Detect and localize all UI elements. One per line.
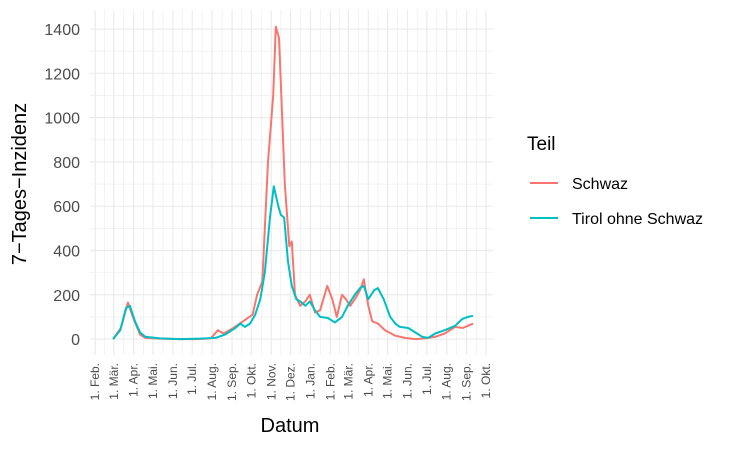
y-tick-label: 1400 (44, 22, 80, 39)
x-tick-label: 1. Jan. (303, 363, 317, 399)
x-axis-title: Datum (261, 415, 320, 437)
x-tick-label: 1. Jun. (401, 363, 415, 399)
legend-label: Tirol ohne Schwaz (572, 211, 703, 228)
x-tick-label: 1. Aug. (205, 363, 219, 400)
x-tick-label: 1. Aug. (440, 363, 454, 400)
x-tick-label: 1. Jun. (166, 363, 180, 399)
x-tick-label: 1. Sep. (225, 363, 239, 401)
x-tick-label: 1. Jul. (420, 363, 434, 395)
lines (112, 25, 474, 341)
x-tick-label: 1. Okt. (479, 363, 493, 398)
x-tick-label: 1. Feb. (323, 363, 337, 400)
y-tick-label: 1200 (44, 66, 80, 83)
legend-label: Schwaz (572, 176, 628, 193)
y-tick-label: 200 (53, 288, 80, 305)
x-tick-label: 1. Dez. (284, 363, 298, 401)
y-tick-label: 0 (71, 332, 80, 349)
x-tick-label: 1. Feb. (88, 363, 102, 400)
x-tick-label: 1. Mär. (107, 363, 121, 400)
y-tick-label: 600 (53, 199, 80, 216)
x-tick-label: 1. Okt. (244, 363, 258, 398)
x-tick-label: 1. Apr. (127, 363, 141, 397)
y-axis-title: 7−Tages−Inzidenz (9, 103, 31, 265)
y-tick-label: 800 (53, 155, 80, 172)
legend-title: Teil (527, 134, 556, 155)
x-tick-label: 1. Mai. (146, 363, 160, 399)
x-tick-label: 1. Nov. (264, 363, 278, 400)
x-tick-label: 1. Mär. (341, 363, 355, 400)
y-tick-label: 400 (53, 243, 80, 260)
x-tick-label: 1. Jul. (185, 363, 199, 395)
x-tick-label: 1. Apr. (361, 363, 375, 397)
x-tick-label: 1. Mai. (381, 363, 395, 399)
series-line (112, 185, 474, 341)
grid (90, 10, 493, 355)
y-tick-label: 1000 (44, 111, 80, 128)
x-tick-label: 1. Sep. (460, 363, 474, 401)
